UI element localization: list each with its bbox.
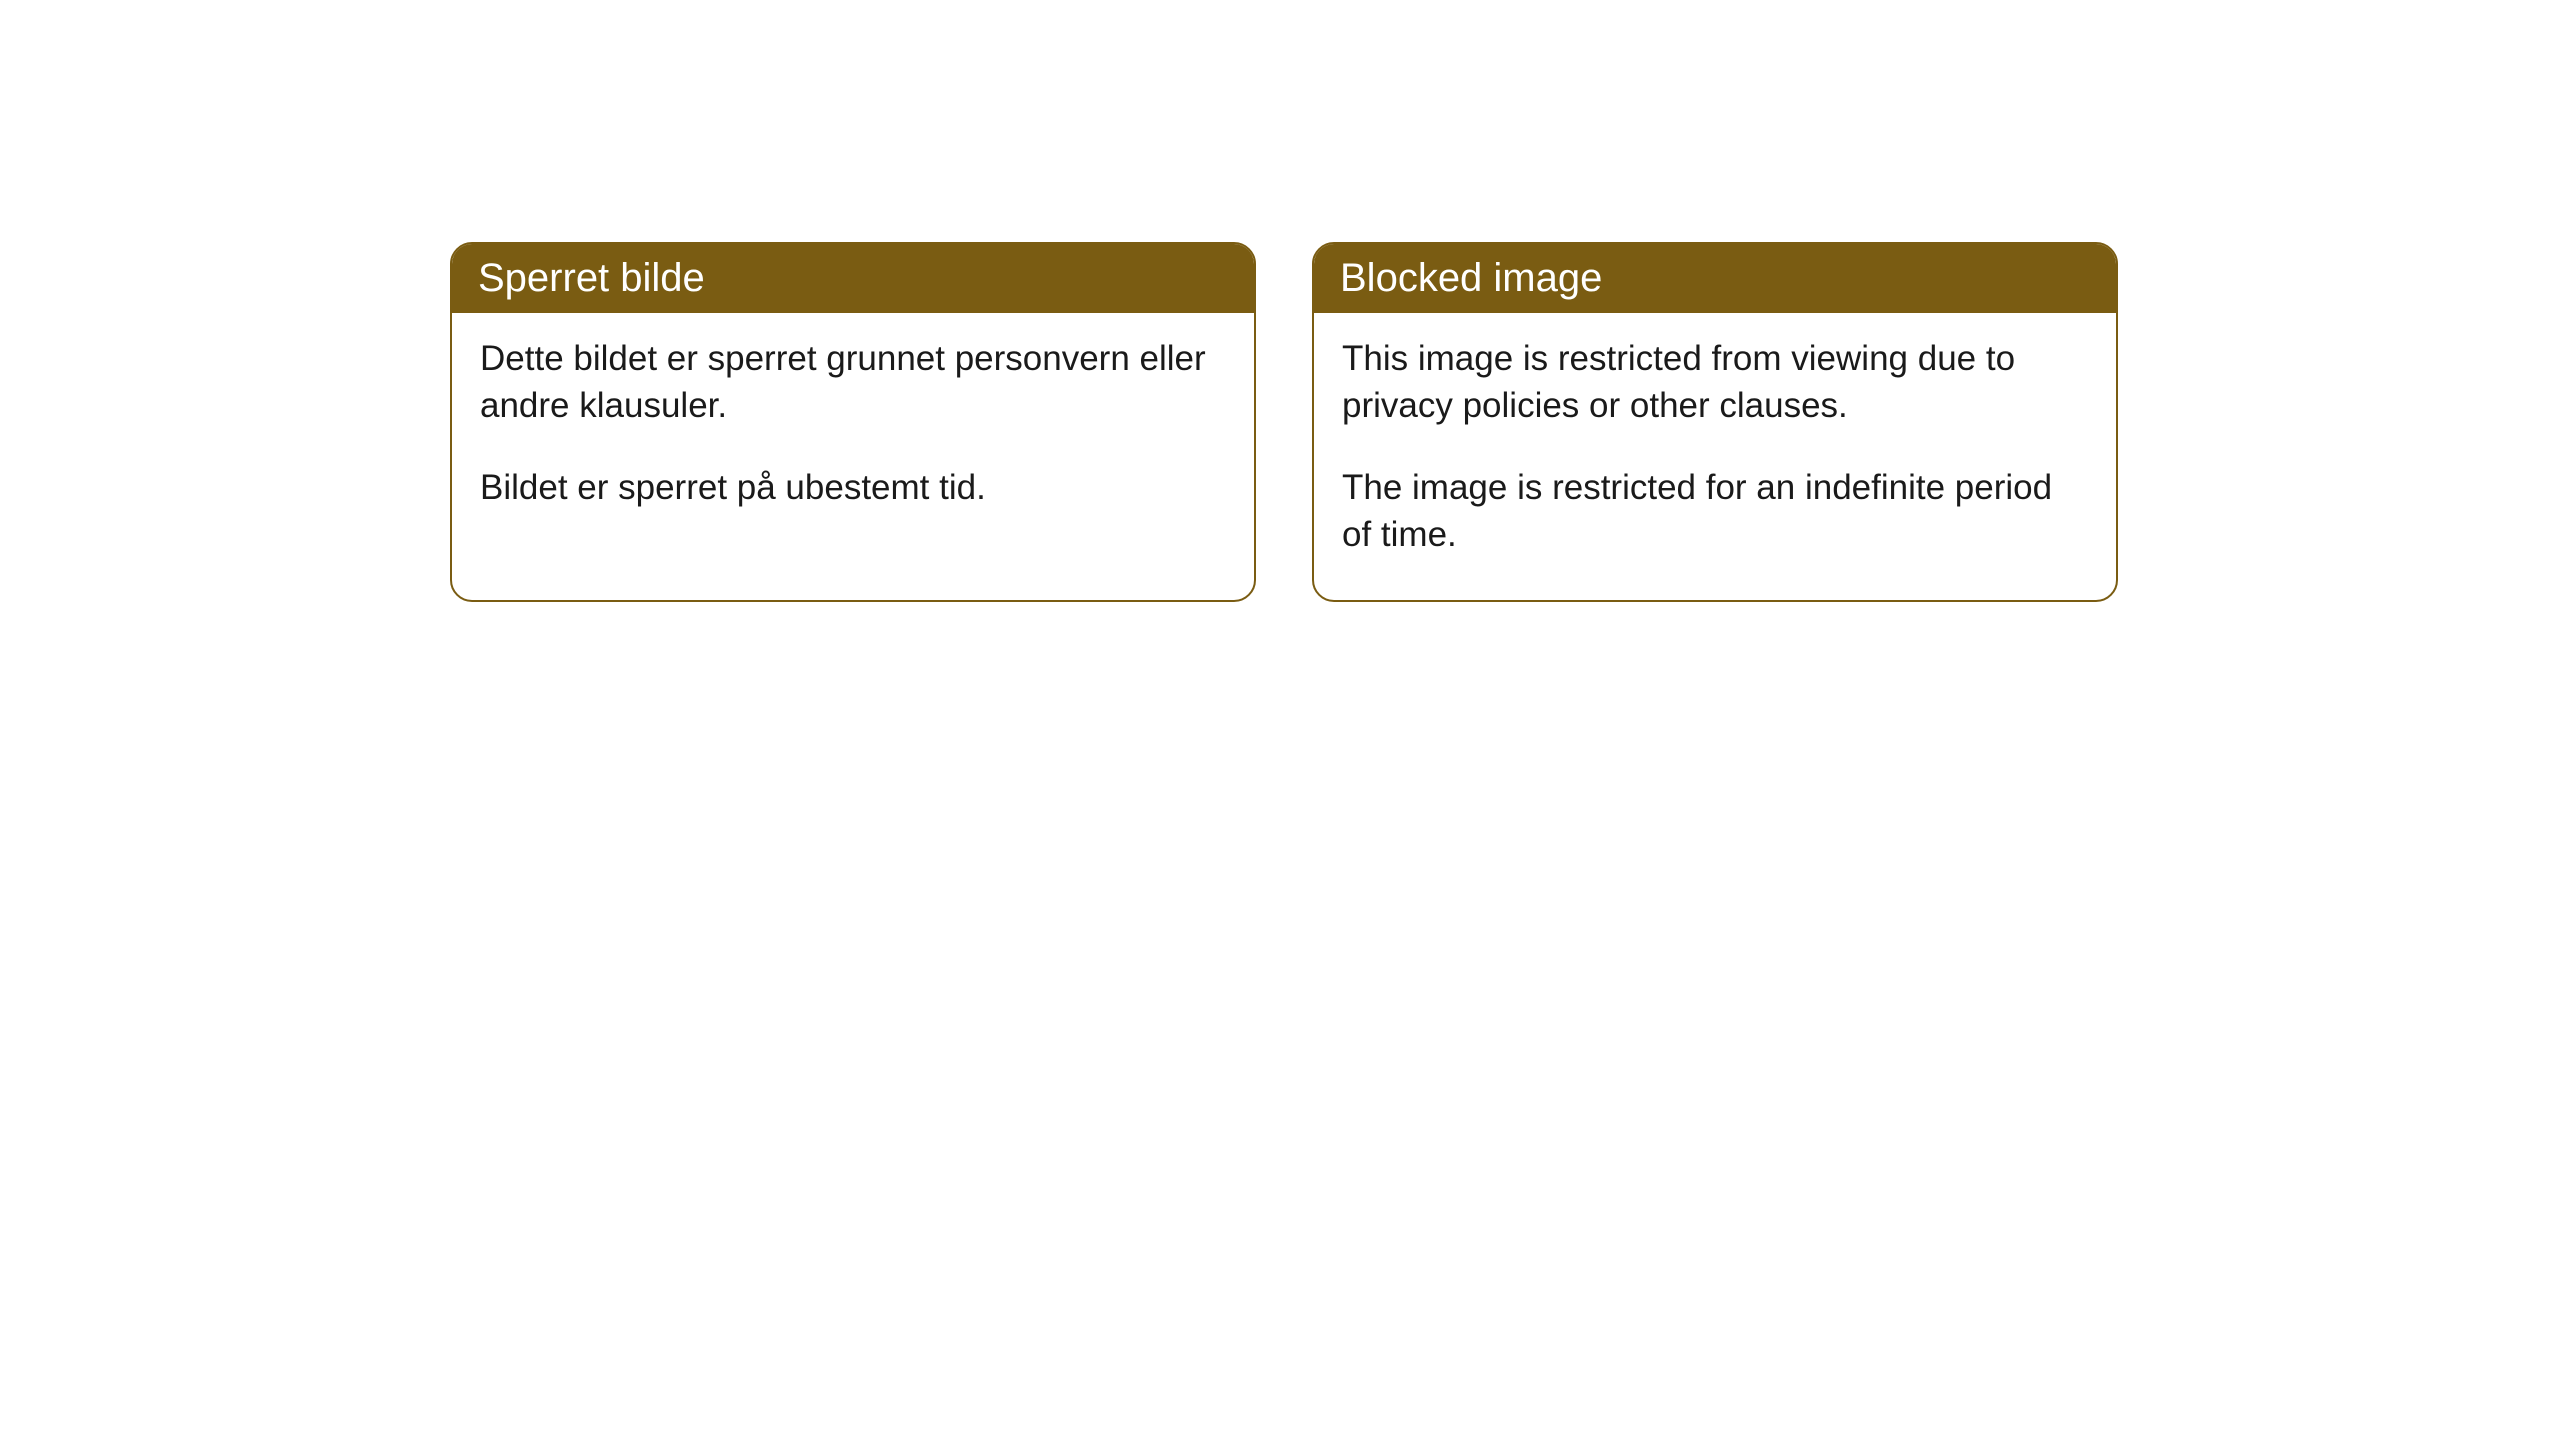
notice-card-norwegian: Sperret bilde Dette bildet er sperret gr…: [450, 242, 1256, 602]
card-header: Blocked image: [1314, 244, 2116, 313]
card-body: This image is restricted from viewing du…: [1314, 313, 2116, 600]
card-paragraph-1: This image is restricted from viewing du…: [1342, 335, 2088, 430]
card-title: Blocked image: [1340, 256, 1602, 300]
notice-container: Sperret bilde Dette bildet er sperret gr…: [450, 242, 2118, 602]
card-header: Sperret bilde: [452, 244, 1254, 313]
card-body: Dette bildet er sperret grunnet personve…: [452, 313, 1254, 553]
card-title: Sperret bilde: [478, 256, 705, 300]
card-paragraph-1: Dette bildet er sperret grunnet personve…: [480, 335, 1226, 430]
card-paragraph-2: Bildet er sperret på ubestemt tid.: [480, 464, 1226, 511]
notice-card-english: Blocked image This image is restricted f…: [1312, 242, 2118, 602]
card-paragraph-2: The image is restricted for an indefinit…: [1342, 464, 2088, 559]
